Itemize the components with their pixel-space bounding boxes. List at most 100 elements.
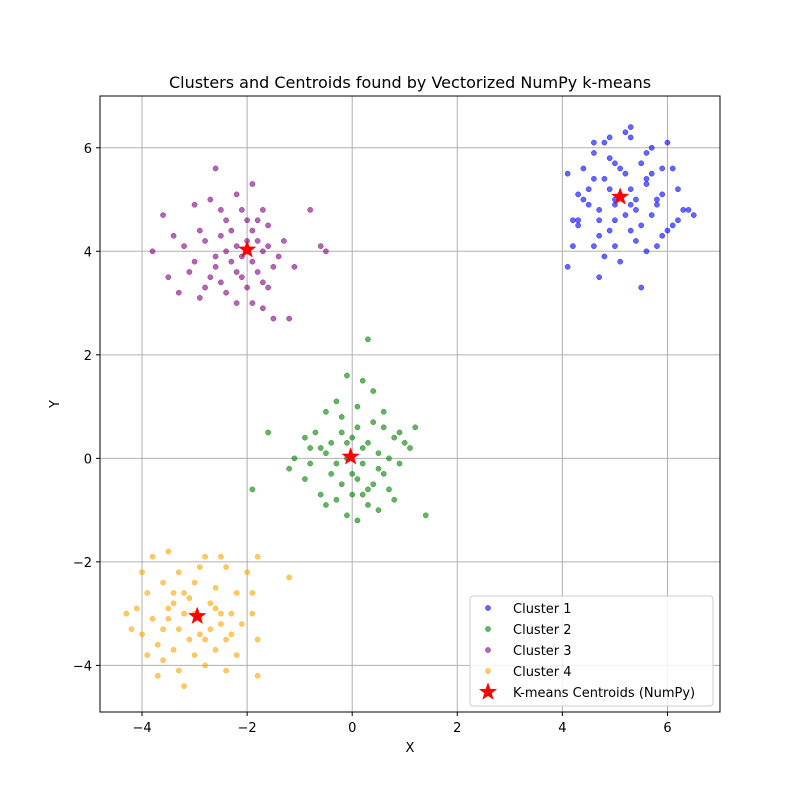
cluster-2-point: [391, 496, 398, 503]
cluster-2-point: [401, 439, 408, 446]
cluster-4-point: [223, 564, 229, 570]
cluster-3-point: [175, 289, 182, 296]
cluster-4-point: [223, 667, 229, 674]
cluster-3-point: [233, 300, 240, 306]
cluster-1-point: [617, 258, 624, 265]
cluster-2-point: [407, 445, 413, 451]
cluster-2-point: [354, 403, 361, 410]
cluster-1-point: [591, 150, 597, 156]
cluster-4-point: [149, 553, 156, 560]
cluster-1-point: [643, 150, 650, 156]
cluster-1-point: [638, 160, 645, 167]
cluster-2-point: [370, 388, 377, 394]
cluster-1-point: [596, 232, 603, 239]
cluster-4-point: [212, 605, 219, 612]
cluster-1-point: [664, 139, 671, 146]
legend-marker-cluster-2: [485, 626, 491, 632]
cluster-2-point: [317, 445, 324, 451]
cluster-3-point: [233, 269, 240, 275]
cluster-2-point: [354, 517, 361, 524]
cluster-4-point: [233, 652, 240, 658]
cluster-3-point: [260, 207, 266, 213]
cluster-3-point: [196, 227, 203, 234]
cluster-2-point: [354, 424, 361, 431]
cluster-2-point: [375, 450, 382, 457]
cluster-3-point: [217, 207, 224, 213]
cluster-2-point: [333, 398, 340, 405]
cluster-3-point: [249, 181, 256, 187]
y-tick-label: 6: [84, 142, 92, 157]
cluster-3-point: [181, 243, 187, 249]
cluster-3-point: [212, 165, 219, 172]
cluster-1-point: [601, 139, 608, 146]
cluster-2-point: [359, 445, 366, 451]
cluster-2-point: [370, 481, 377, 488]
cluster-3-point: [170, 232, 177, 239]
cluster-3-point: [249, 300, 256, 306]
legend-marker-cluster-1: [485, 605, 491, 611]
cluster-2-point: [328, 471, 335, 477]
cluster-1-point: [680, 207, 687, 213]
cluster-2-point: [396, 429, 403, 436]
cluster-2-point: [307, 445, 314, 451]
cluster-3-point: [160, 212, 166, 218]
cluster-2-point: [265, 429, 271, 436]
cluster-1-point: [596, 217, 603, 224]
cluster-3-point: [207, 196, 214, 203]
cluster-2-point: [291, 455, 298, 462]
cluster-1-point: [669, 165, 676, 172]
x-tick-label: 6: [663, 721, 671, 736]
cluster-4-point: [202, 662, 208, 669]
cluster-4-point: [154, 641, 161, 648]
cluster-4-point: [144, 652, 151, 658]
cluster-3-point: [254, 238, 261, 244]
cluster-1-point: [627, 134, 634, 141]
cluster-1-point: [612, 160, 618, 167]
cluster-1-point: [601, 253, 608, 260]
cluster-3-point: [223, 217, 229, 224]
cluster-2-point: [317, 491, 324, 498]
cluster-2-point: [370, 419, 377, 425]
cluster-3-point: [275, 253, 282, 260]
chart-title: Clusters and Centroids found by Vectoriz…: [169, 73, 651, 92]
cluster-4-point: [154, 672, 161, 679]
cluster-1-point: [606, 186, 613, 193]
cluster-1-point: [685, 207, 692, 213]
cluster-3-point: [260, 248, 266, 255]
cluster-3-point: [239, 207, 245, 213]
cluster-2-point: [344, 439, 350, 446]
cluster-2-point: [386, 455, 392, 462]
x-tick-label: 2: [453, 721, 461, 736]
cluster-2-point: [344, 512, 350, 519]
cluster-3-point: [233, 243, 240, 249]
cluster-4-point: [239, 621, 245, 627]
cluster-4-point: [186, 636, 193, 643]
cluster-4-point: [254, 553, 261, 560]
cluster-1-point: [675, 217, 681, 224]
x-tick-label: 0: [348, 721, 356, 736]
cluster-3-point: [265, 284, 271, 291]
cluster-1-point: [627, 227, 634, 234]
legend-label-centroids: K-means Centroids (NumPy): [513, 686, 695, 701]
cluster-4-point: [149, 615, 156, 622]
cluster-1-point: [643, 181, 650, 187]
grid: [100, 96, 720, 712]
cluster-4-point: [175, 626, 182, 633]
cluster-3-point: [260, 279, 266, 286]
cluster-1-point: [570, 217, 576, 224]
cluster-4-point: [139, 569, 145, 576]
cluster-4-point: [223, 636, 229, 643]
cluster-1-point: [575, 217, 581, 224]
cluster-2-point: [323, 408, 329, 415]
cluster-1-point: [622, 170, 629, 177]
cluster-1-point: [622, 212, 629, 218]
y-tick-label: −4: [73, 659, 92, 674]
cluster-3-point: [217, 279, 224, 286]
cluster-4-point: [133, 605, 140, 612]
cluster-4-point: [254, 672, 261, 679]
y-tick-label: 2: [84, 349, 92, 364]
cluster-2-point: [365, 336, 371, 343]
legend-label-cluster-4: Cluster 4: [513, 665, 572, 680]
cluster-2-point: [365, 502, 371, 508]
cluster-4-point: [160, 657, 166, 664]
